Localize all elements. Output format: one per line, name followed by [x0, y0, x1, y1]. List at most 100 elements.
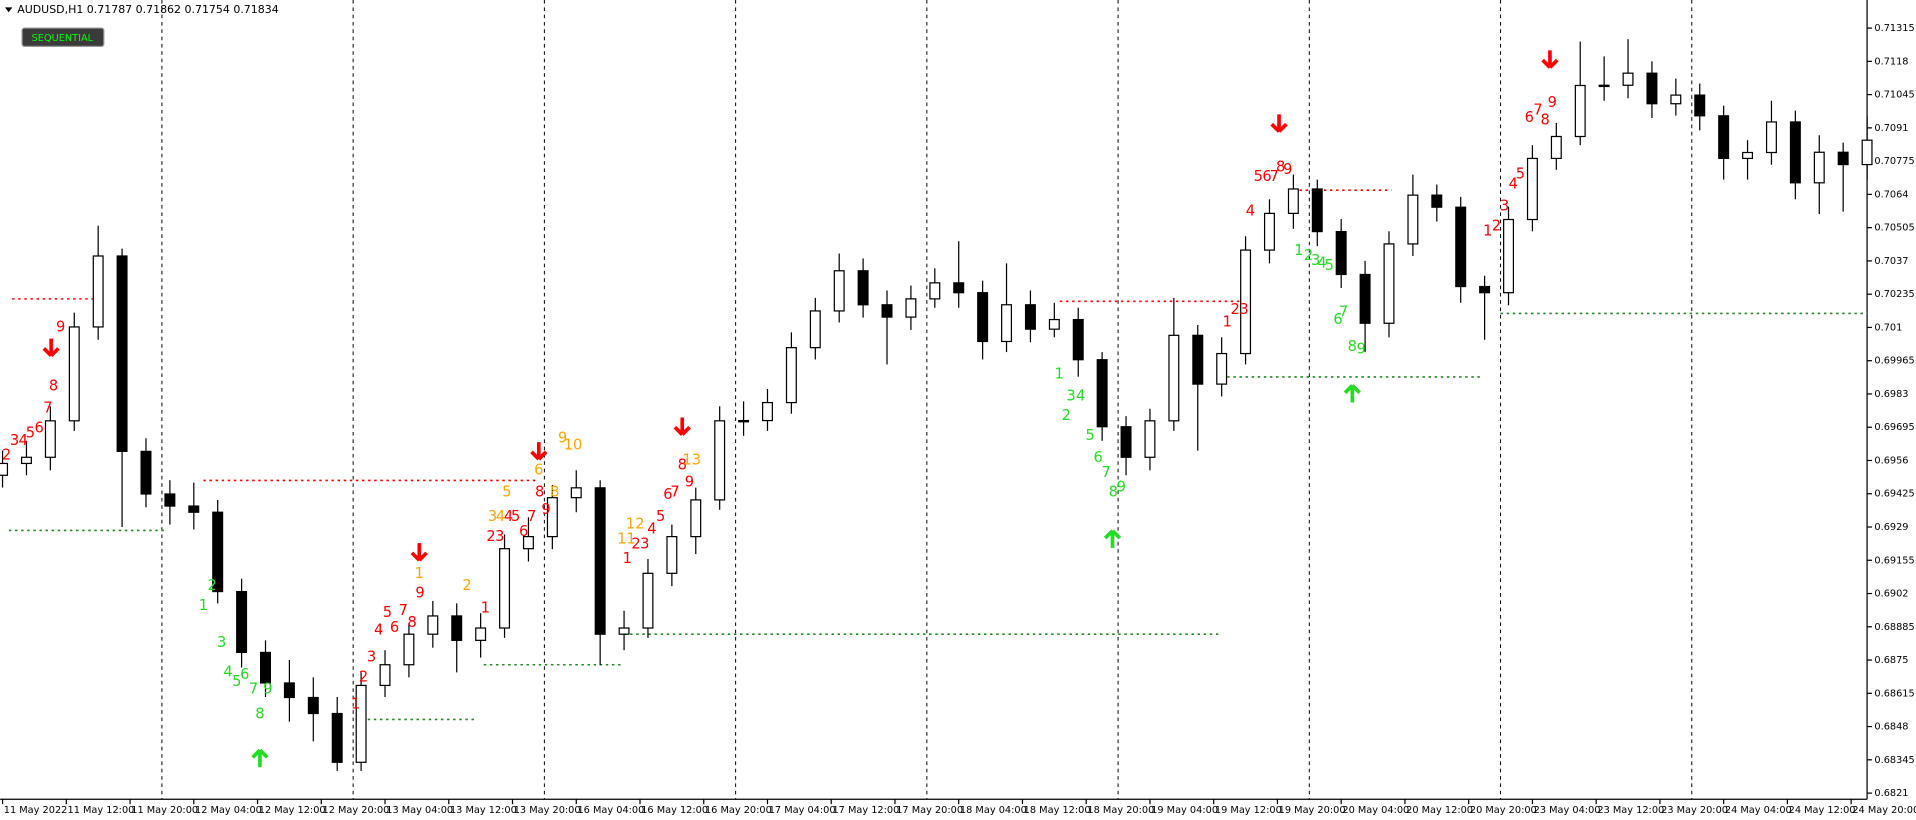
candle-body [427, 615, 439, 635]
menu-triangle[interactable] [4, 7, 13, 13]
sequence-count: 1 [1483, 222, 1492, 239]
sequence-count: 5 [511, 508, 520, 525]
x-tick-label: 18 May 20:00 [1087, 805, 1154, 816]
sequence-count: 9 [541, 501, 550, 518]
candle-body [1263, 212, 1275, 251]
sequence-count: 7 [1270, 168, 1279, 185]
x-tick-label: 16 May 20:00 [705, 805, 772, 816]
candle-body [0, 462, 9, 476]
sequence-count: 9 [1356, 341, 1365, 358]
sequence-count: 4 [496, 508, 505, 525]
sequence-count: 11 [617, 530, 636, 547]
candle-body [905, 298, 917, 318]
sequential-button[interactable] [21, 27, 105, 47]
sequence-count: 4 [223, 663, 232, 680]
candle-body [1646, 72, 1658, 105]
candle-body [881, 304, 893, 318]
x-tick-label: 24 May 12:00 [1789, 805, 1856, 816]
sequence-count: 4 [1246, 203, 1255, 220]
sequence-count: 4 [374, 621, 383, 638]
x-tick-label: 16 May 12:00 [641, 805, 708, 816]
x-tick-label: 12 May 04:00 [195, 805, 262, 816]
y-tick-label: 0.7091 [1874, 123, 1908, 134]
candle-body [1216, 352, 1228, 385]
candle-body [1742, 151, 1754, 160]
x-tick-label: 23 May 12:00 [1597, 805, 1664, 816]
sequence-count: 7 [43, 400, 52, 417]
candle-body [1837, 151, 1849, 166]
buy-arrow [1103, 529, 1122, 548]
y-tick-label: 0.71315 [1874, 23, 1914, 34]
sequence-count: 7 [249, 681, 258, 698]
candle-body [451, 615, 463, 641]
y-tick-label: 0.6956 [1874, 455, 1908, 466]
candle-body [761, 401, 773, 422]
candle-body [1789, 121, 1801, 184]
sequence-count: 4 [1317, 254, 1326, 271]
candle-body [1503, 218, 1515, 294]
sequence-count: 4 [647, 520, 656, 537]
sequence-count: 1 [351, 695, 360, 712]
sequence-count: 6 [1333, 311, 1342, 328]
candle-body [977, 292, 989, 343]
x-tick-label: 20 May 20:00 [1470, 805, 1537, 816]
sequence-count: 6 [1525, 109, 1534, 126]
symbol-info: AUDUSD,H1 0.71787 0.71862 0.71754 0.7183… [17, 3, 279, 16]
candle-body [1024, 304, 1036, 330]
sequence-count: 2 [1492, 217, 1501, 234]
candle-body [116, 255, 128, 452]
candle-body [1479, 285, 1491, 294]
sequence-count: 3 [1239, 301, 1248, 318]
candle-body [1311, 188, 1323, 233]
sequence-count: 3 [217, 634, 226, 651]
y-tick-label: 0.71045 [1874, 90, 1914, 101]
candle-body [546, 497, 558, 538]
sequence-count: 4 [19, 432, 28, 449]
buy-arrow [1343, 384, 1361, 403]
sequence-count: 6 [240, 666, 249, 683]
x-tick-label: 19 May 20:00 [1279, 805, 1346, 816]
candle-body [1718, 115, 1730, 160]
candle-body [1072, 318, 1084, 361]
candle-body [1287, 188, 1299, 214]
x-tick-label: 11 May 20:00 [131, 805, 198, 816]
candle-body [1383, 243, 1395, 324]
sequence-count: 9 [1283, 161, 1292, 178]
candle-body [809, 310, 821, 349]
candle-body [331, 712, 343, 763]
sequence-count: 7 [1533, 102, 1542, 119]
sequence-count: 7 [1101, 464, 1110, 481]
candle-body [307, 696, 319, 715]
candle-body [1431, 194, 1443, 208]
candle-body [1096, 359, 1108, 428]
candle-body [283, 682, 295, 699]
x-tick-label: 23 May 04:00 [1534, 805, 1601, 816]
sequence-count: 9 [1548, 94, 1557, 111]
x-tick-label: 20 May 04:00 [1342, 805, 1409, 816]
sequence-count: 9 [1117, 479, 1126, 496]
candle-body [690, 499, 702, 538]
candle-body [1526, 157, 1538, 221]
sequence-count: 6 [390, 619, 399, 636]
sequence-count: 2 [1304, 247, 1313, 264]
sequence-count: 6 [534, 461, 543, 478]
candle-body [236, 590, 248, 654]
y-tick-label: 0.6875 [1874, 655, 1908, 666]
candle-body [618, 627, 630, 635]
x-tick-label: 20 May 12:00 [1406, 805, 1473, 816]
sequence-count: 7 [399, 602, 408, 619]
candle-body [642, 572, 654, 629]
x-tick-label: 11 May 2022 [4, 805, 68, 816]
y-tick-label: 0.6821 [1874, 788, 1908, 799]
sequence-count: 9 [56, 318, 65, 335]
sequential-button-label[interactable]: SEQUENTIAL [32, 33, 94, 44]
sequence-count: 5 [1516, 166, 1525, 183]
y-tick-label: 0.68885 [1874, 622, 1914, 633]
sequence-count: 4 [504, 508, 513, 525]
sequence-count: 7 [670, 484, 679, 501]
candle-body [44, 420, 56, 458]
sequence-count: 3 [640, 535, 649, 552]
y-tick-label: 0.7064 [1874, 189, 1908, 200]
x-tick-label: 17 May 20:00 [896, 805, 963, 816]
